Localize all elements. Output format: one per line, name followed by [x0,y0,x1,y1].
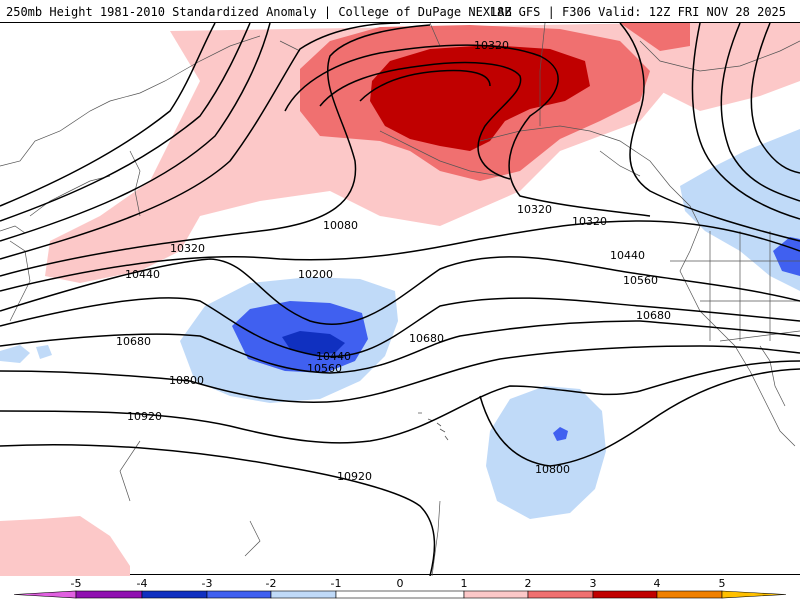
legend-swatch-neg5 [14,591,76,598]
contour-label: 10320 [517,203,552,216]
legend-tick: 4 [654,577,661,590]
anomaly-neg1-region [486,386,606,519]
contour-label: 10440 [610,249,645,262]
contour-label: 10680 [636,309,671,322]
legend-tick: 0 [397,577,404,590]
map-panel: 10320 10080 10320 10320 10200 10320 1044… [0,22,800,575]
legend-swatch-pos5 [722,591,786,598]
contour-label: 10920 [127,410,162,423]
legend-swatch-neg3 [142,591,207,598]
contour-label: 10680 [116,335,151,348]
anomaly-shading [0,23,800,576]
legend-tick: 2 [525,577,532,590]
legend-swatch-pos3 [593,591,657,598]
contour-label: 10080 [323,219,358,232]
legend-tick: -2 [266,577,277,590]
contour-label: 10680 [409,332,444,345]
anomaly-pos1-region [0,516,130,576]
legend-tick: -3 [202,577,213,590]
contour-label: 10440 [125,268,160,281]
hawaii-islands [418,413,448,440]
legend-tick: -1 [331,577,342,590]
legend-swatch-neg2 [207,591,271,598]
contour-label: 10560 [623,274,658,287]
legend-tick: -5 [71,577,82,590]
legend-tick-labels: -5 -4 -3 -2 -1 0 1 2 3 4 5 [71,577,726,590]
legend-tick: -4 [137,577,148,590]
legend-swatch-neg1 [271,591,336,598]
color-bar-legend: -5 -4 -3 -2 -1 0 1 2 3 4 5 [0,576,800,600]
legend-color-bar [14,591,786,598]
contour-line [0,346,800,402]
contour-label: 10320 [170,242,205,255]
contour-label: 10920 [337,470,372,483]
header: 250mb Height 1981-2010 Standardized Anom… [0,0,800,22]
legend-swatch-zero [336,591,464,598]
legend-tick: 1 [461,577,468,590]
legend-swatch-pos1 [464,591,528,598]
contour-label: 10800 [169,374,204,387]
contour-label: 10200 [298,268,333,281]
legend-swatch-pos2 [528,591,593,598]
contour-label: 10320 [474,39,509,52]
legend-tick: 5 [719,577,726,590]
contour-label: 10560 [307,362,342,375]
legend-tick: 3 [590,577,597,590]
legend-swatch-neg4 [76,591,142,598]
anomaly-neg1-region [0,345,52,363]
map-title: 250mb Height 1981-2010 Standardized Anom… [6,5,512,19]
contour-label: 10320 [572,215,607,228]
contour-label: 10800 [535,463,570,476]
model-run-info: 18Z GFS | F306 Valid: 12Z FRI NOV 28 202… [490,5,786,19]
legend-swatch-pos4 [657,591,722,598]
